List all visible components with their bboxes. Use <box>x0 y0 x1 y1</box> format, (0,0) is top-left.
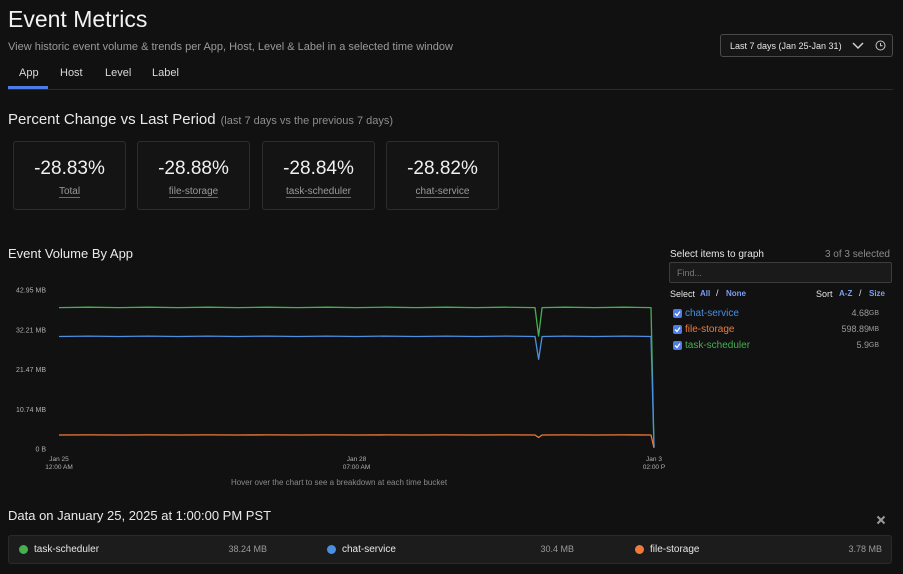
item-unit: MB <box>868 326 880 333</box>
checkmark-icon <box>674 342 681 348</box>
checkmark-icon <box>674 326 681 332</box>
percent-label[interactable]: task-scheduler <box>285 186 352 198</box>
time-picker-button[interactable] <box>869 34 893 57</box>
find-input[interactable] <box>669 262 892 283</box>
sort-az-link[interactable]: A-Z <box>839 289 853 298</box>
select-all-link[interactable]: All <box>700 289 711 298</box>
tabs-divider <box>8 89 893 90</box>
graph-item-chat-service[interactable]: chat-service 4.68 GB <box>673 306 883 320</box>
page-title: Event Metrics <box>8 6 148 32</box>
item-name: file-storage <box>685 323 735 335</box>
y-tick-label: 10.74 MB <box>16 407 46 414</box>
breakdown-entry-file-storage: file-storage <box>635 544 699 555</box>
breakdown-value: 30.4 MB <box>540 544 574 554</box>
percent-value: -28.83% <box>34 158 105 179</box>
graph-item-file-storage[interactable]: file-storage 598.89 MB <box>673 322 883 336</box>
select-separator: / <box>716 288 719 298</box>
series-line-chat-service[interactable] <box>58 335 655 448</box>
chevron-down-icon <box>852 42 864 50</box>
event-volume-title: Event Volume By App <box>8 246 134 261</box>
checkbox[interactable] <box>673 324 682 334</box>
clock-icon <box>875 40 886 51</box>
item-size: 598.89 <box>841 324 869 334</box>
breakdown-name: task-scheduler <box>34 544 100 555</box>
series-line-file-storage[interactable] <box>58 434 655 449</box>
tab-host[interactable]: Host <box>60 67 83 79</box>
item-unit: GB <box>868 342 879 349</box>
percent-label[interactable]: chat-service <box>415 186 470 198</box>
percent-value: -28.84% <box>283 158 354 179</box>
tab-app[interactable]: App <box>19 67 39 79</box>
item-name: task-scheduler <box>685 339 751 351</box>
data-breakdown-panel <box>8 535 892 564</box>
series-dot <box>635 545 644 554</box>
series-line-task-scheduler[interactable] <box>58 306 655 448</box>
page-subtitle: View historic event volume & trends per … <box>8 41 453 53</box>
x-tick-label: Jan 25 <box>49 456 69 463</box>
percent-label[interactable]: file-storage <box>168 186 219 198</box>
sort-size-link[interactable]: Size <box>869 289 886 298</box>
sort-label: Sort <box>816 289 833 299</box>
select-label: Select <box>670 289 696 299</box>
breakdown-entry-task-scheduler: task-scheduler <box>19 544 99 555</box>
item-name: chat-service <box>685 307 739 319</box>
select-items-title: Select items to graph <box>670 249 764 260</box>
percent-card-file-storage: -28.88% file-storage <box>137 141 250 210</box>
series-dot <box>19 545 28 554</box>
series-dot <box>327 545 336 554</box>
chart-hover-hint: Hover over the chart to see a breakdown … <box>230 478 448 487</box>
x-tick-label: 12:00 AM <box>45 464 72 471</box>
checkmark-icon <box>674 310 681 316</box>
percent-change-subtitle: (last 7 days vs the previous 7 days) <box>220 115 394 127</box>
active-tab-indicator <box>8 86 48 89</box>
x-tick-label: 07:00 AM <box>343 464 370 471</box>
item-size: 4.68 <box>851 308 869 318</box>
close-icon[interactable] <box>875 514 887 526</box>
breakdown-value: 3.78 MB <box>848 544 882 554</box>
percent-change-title: Percent Change vs Last Period (last 7 day… <box>8 111 393 128</box>
checkbox[interactable] <box>673 308 682 318</box>
data-breakdown-title: Data on January 25, 2025 at 1:00:00 PM P… <box>8 508 272 523</box>
x-tick-label: Jan 3 <box>646 456 662 463</box>
tab-label[interactable]: Label <box>152 67 179 79</box>
breakdown-entry-chat-service: chat-service <box>327 544 396 555</box>
checkbox[interactable] <box>673 340 682 350</box>
breakdown-value: 38.24 MB <box>228 544 267 554</box>
y-tick-label: 42.95 MB <box>16 288 46 295</box>
x-tick-label: Jan 28 <box>347 456 367 463</box>
tab-level[interactable]: Level <box>105 67 132 79</box>
selected-count: 3 of 3 selected <box>824 249 890 260</box>
y-tick-label: 21.47 MB <box>16 367 46 374</box>
select-none-link[interactable]: None <box>726 289 746 298</box>
graph-item-task-scheduler[interactable]: task-scheduler 5.9 GB <box>673 338 883 352</box>
percent-card-total: -28.83% Total <box>13 141 126 210</box>
sort-separator: / <box>859 288 862 298</box>
percent-label[interactable]: Total <box>58 186 81 198</box>
time-range-dropdown[interactable]: Last 7 days (Jan 25-Jan 31) <box>720 34 870 57</box>
x-tick-label: 02:00 P <box>643 464 665 471</box>
breakdown-name: chat-service <box>342 544 396 555</box>
percent-value: -28.82% <box>407 158 478 179</box>
y-tick-label: 0 B <box>35 447 46 454</box>
percent-change-heading: Percent Change vs Last Period <box>8 111 216 128</box>
item-size: 5.9 <box>856 340 869 350</box>
time-range-label: Last 7 days (Jan 25-Jan 31) <box>730 40 842 51</box>
percent-card-chat-service: -28.82% chat-service <box>386 141 499 210</box>
item-unit: GB <box>868 310 879 317</box>
y-tick-label: 32.21 MB <box>16 327 46 334</box>
percent-value: -28.88% <box>158 158 229 179</box>
breakdown-name: file-storage <box>650 544 700 555</box>
percent-card-task-scheduler: -28.84% task-scheduler <box>262 141 375 210</box>
